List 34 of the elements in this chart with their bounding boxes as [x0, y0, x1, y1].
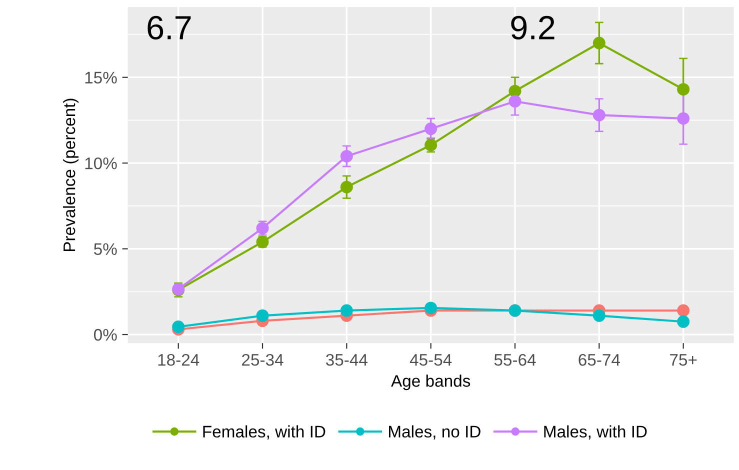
y-tick-label: 15%: [85, 72, 117, 84]
y-tick-label: 0%: [94, 328, 117, 341]
x-tick-label: 18-24: [158, 354, 200, 366]
x-tick-label: 35-44: [326, 354, 368, 366]
point: [172, 320, 185, 334]
point: [592, 108, 606, 122]
point: [677, 83, 690, 96]
point: [677, 112, 690, 125]
y-axis-title: Prevalence (percent): [62, 98, 79, 252]
point: [256, 309, 269, 322]
x-tick-label: 25-34: [242, 354, 284, 366]
y-tick-label: 10%: [85, 157, 117, 170]
x-tick-label: 75+: [670, 354, 697, 366]
point: [424, 302, 438, 314]
point: [340, 180, 353, 194]
point: [677, 315, 690, 328]
point: [508, 84, 522, 98]
point: [424, 122, 438, 136]
point: [340, 304, 353, 317]
point: [508, 95, 522, 108]
legend-label: Females, with ID: [203, 425, 326, 440]
legend-label: Males, no ID: [389, 425, 480, 440]
point: [592, 36, 606, 50]
x-tick-label: 45-54: [410, 354, 452, 366]
x-tick-label: 55-64: [494, 354, 536, 366]
y-tick-label: 5%: [94, 243, 117, 256]
point: [340, 150, 353, 162]
annotation: 9.2: [511, 16, 554, 40]
x-tick-label: 65-74: [578, 354, 620, 366]
annotation: 6.7: [148, 16, 191, 40]
point: [677, 304, 690, 317]
legend-label: Males, with ID: [544, 425, 647, 440]
point: [592, 309, 606, 322]
x-axis-title: Age bands: [391, 374, 470, 390]
